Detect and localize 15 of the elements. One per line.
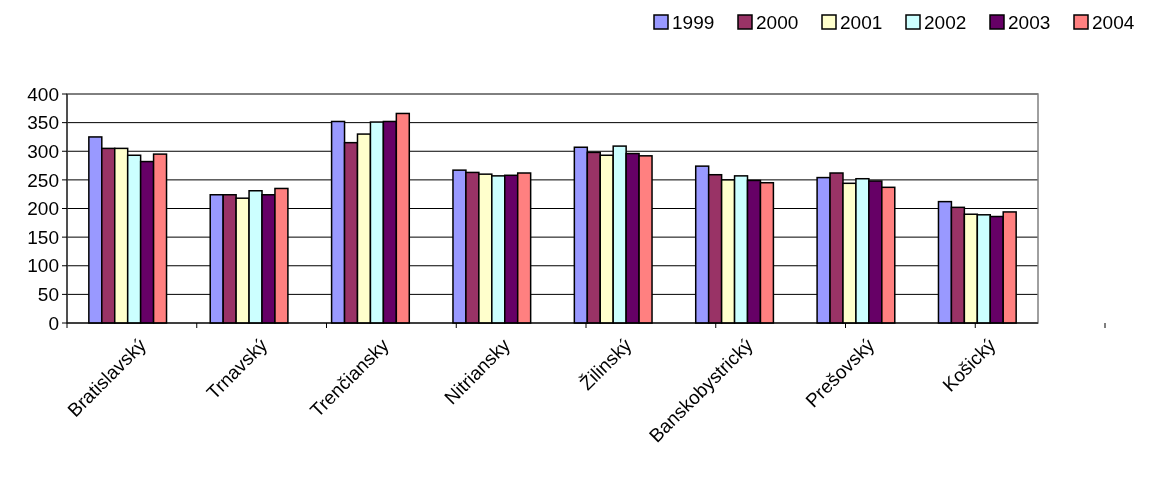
y-tick-label: 0 (48, 312, 59, 334)
y-tick-label: 200 (27, 198, 59, 220)
y-tick-label: 50 (37, 284, 59, 306)
legend-label: 2004 (1092, 11, 1135, 33)
y-tick-label: 300 (27, 140, 59, 162)
y-tick-label: 350 (27, 112, 59, 134)
y-tick-label: 100 (27, 255, 59, 277)
y-tick-label: 250 (27, 169, 59, 191)
legend-label: 2002 (924, 11, 967, 33)
legend-label: 2000 (756, 11, 799, 33)
legend-label: 2003 (1008, 11, 1051, 33)
y-tick-label: 400 (27, 83, 59, 105)
legend-label: 2001 (840, 11, 883, 33)
y-tick-label: 150 (27, 226, 59, 248)
legend-label: 1999 (672, 11, 715, 33)
